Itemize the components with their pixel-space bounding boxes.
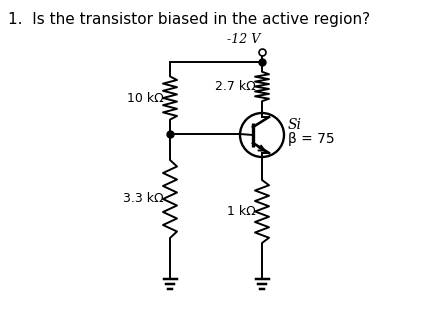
Text: -12 V: -12 V [227, 33, 260, 46]
Text: Si: Si [288, 118, 302, 132]
Text: 10 kΩ: 10 kΩ [127, 92, 164, 105]
Text: 3.3 kΩ: 3.3 kΩ [123, 193, 164, 205]
Text: 1.  Is the transistor biased in the active region?: 1. Is the transistor biased in the activ… [8, 12, 370, 27]
Text: β = 75: β = 75 [288, 132, 335, 146]
Text: 2.7 kΩ: 2.7 kΩ [215, 80, 256, 93]
Text: 1 kΩ: 1 kΩ [227, 205, 256, 218]
